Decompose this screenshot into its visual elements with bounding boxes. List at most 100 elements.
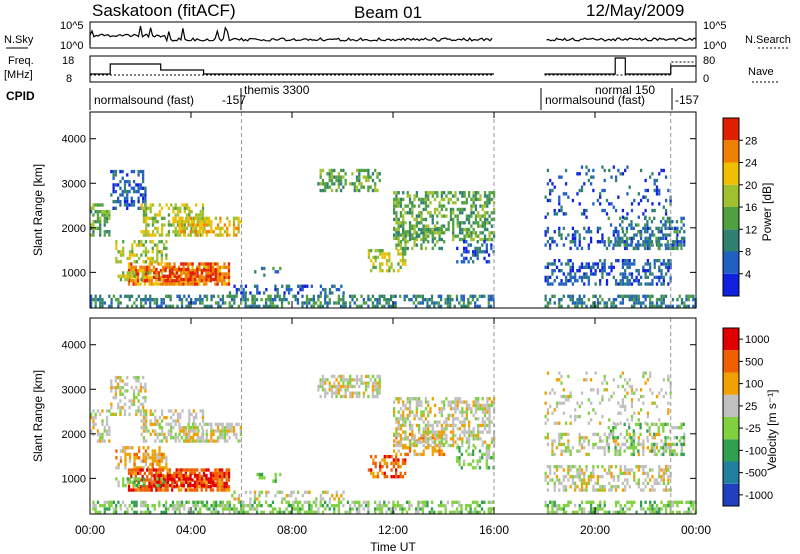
scatter-cell <box>437 304 440 308</box>
scatter-cell <box>486 227 489 232</box>
scatter-cell <box>592 465 595 469</box>
scatter-cell <box>179 416 182 420</box>
scatter-cell <box>324 388 327 392</box>
scatter-cell <box>127 265 131 270</box>
scatter-cell <box>135 466 138 470</box>
scatter-cell <box>389 294 393 298</box>
scatter-cell <box>567 262 570 266</box>
scatter-cell <box>408 211 412 215</box>
scatter-cell <box>488 413 491 418</box>
scatter-cell <box>126 206 129 210</box>
scatter-cell <box>417 227 421 232</box>
scatter-cell <box>594 411 597 415</box>
scatter-cell <box>558 233 561 237</box>
scatter-cell <box>483 221 487 225</box>
scatter-cell <box>658 418 661 422</box>
scatter-cell <box>594 294 597 298</box>
scatter-cell <box>378 178 381 183</box>
scatter-cell <box>624 240 627 244</box>
scatter-cell <box>191 468 194 472</box>
scatter-cell <box>182 265 185 270</box>
scatter-cell <box>176 419 180 423</box>
scatter-cell <box>378 381 381 385</box>
scatter-cell <box>174 439 177 443</box>
scatter-cell <box>191 478 194 482</box>
scatter-cell <box>433 433 437 438</box>
scatter-cell <box>583 436 586 440</box>
scatter-cell <box>202 481 206 486</box>
scatter-cell <box>626 265 629 270</box>
scatter-cell <box>452 420 455 424</box>
scatter-cell <box>133 462 136 467</box>
scatter-cell <box>429 191 432 195</box>
scatter-cell <box>488 443 491 448</box>
scatter-cell <box>228 510 231 514</box>
scatter-cell <box>420 237 423 242</box>
scatter-cell <box>451 297 454 302</box>
scatter-cell <box>154 409 157 413</box>
scatter-cell <box>454 214 457 218</box>
scatter-cell <box>585 378 588 382</box>
scatter-cell <box>449 207 453 212</box>
scatter-cell <box>333 391 336 395</box>
scatter-cell <box>608 272 611 276</box>
scatter-cell <box>160 304 163 308</box>
scatter-cell <box>564 212 568 216</box>
scatter-cell <box>653 432 656 437</box>
scatter-cell <box>176 304 179 308</box>
scatter-cell <box>136 269 140 273</box>
scatter-cell <box>198 262 201 266</box>
scatter-cell <box>657 226 660 231</box>
scatter-cell <box>436 430 439 434</box>
scatter-cell <box>436 194 439 198</box>
scatter-cell <box>438 407 441 411</box>
scatter-cell <box>188 416 191 420</box>
scatter-cell <box>114 412 118 416</box>
scatter-cell <box>558 297 561 302</box>
scatter-cell <box>326 185 329 189</box>
scatter-cell <box>207 468 210 472</box>
scatter-cell <box>151 260 154 264</box>
scatter-cell <box>477 224 480 228</box>
scatter-cell <box>680 446 684 450</box>
scatter-cell <box>344 178 347 183</box>
scatter-cell <box>680 220 683 224</box>
scatter-cell <box>479 224 482 228</box>
scatter-cell <box>442 197 446 202</box>
scatter-cell <box>176 230 180 234</box>
scatter-cell <box>364 374 368 379</box>
scatter-cell <box>210 426 213 430</box>
scatter-cell <box>664 236 668 241</box>
scatter-cell <box>374 378 377 382</box>
scatter-cell <box>196 223 199 227</box>
scatter-cell <box>145 226 148 231</box>
scatter-cell <box>374 297 377 302</box>
scatter-cell <box>152 275 156 280</box>
scatter-cell <box>285 284 288 288</box>
scatter-cell <box>549 246 552 251</box>
scatter-cell <box>221 294 225 298</box>
scatter-cell <box>632 439 635 443</box>
scatter-cell <box>355 175 359 179</box>
scatter-cell <box>555 468 559 472</box>
scatter-cell <box>651 202 654 206</box>
scatter-cell <box>683 439 686 443</box>
scatter-cell <box>646 198 650 203</box>
scatter-cell <box>427 446 430 450</box>
scatter-cell <box>147 230 150 234</box>
scatter-cell <box>632 226 635 231</box>
scatter-cell <box>194 439 197 443</box>
scatter-cell <box>558 226 561 231</box>
scatter-cell <box>168 269 172 273</box>
scatter-cell <box>103 230 106 234</box>
scatter-cell <box>397 191 400 195</box>
scatter-cell <box>132 189 136 194</box>
scatter-cell <box>626 294 629 298</box>
scatter-cell <box>599 436 602 440</box>
scatter-cell <box>653 216 656 221</box>
scatter-cell <box>483 237 487 242</box>
scatter-cell <box>227 282 231 286</box>
scatter-cell <box>287 510 290 514</box>
scatter-cell <box>612 205 615 209</box>
scatter-cell <box>180 481 183 486</box>
